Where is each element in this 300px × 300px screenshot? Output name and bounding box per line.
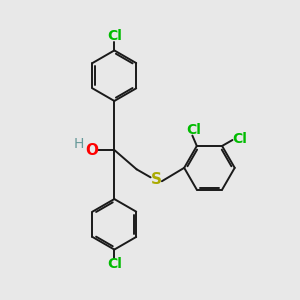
Text: Cl: Cl bbox=[186, 123, 201, 136]
Text: H: H bbox=[74, 137, 84, 151]
Text: S: S bbox=[150, 172, 161, 187]
Text: O: O bbox=[85, 142, 98, 158]
Text: Cl: Cl bbox=[107, 257, 122, 272]
Text: Cl: Cl bbox=[107, 28, 122, 43]
Text: Cl: Cl bbox=[232, 131, 247, 146]
